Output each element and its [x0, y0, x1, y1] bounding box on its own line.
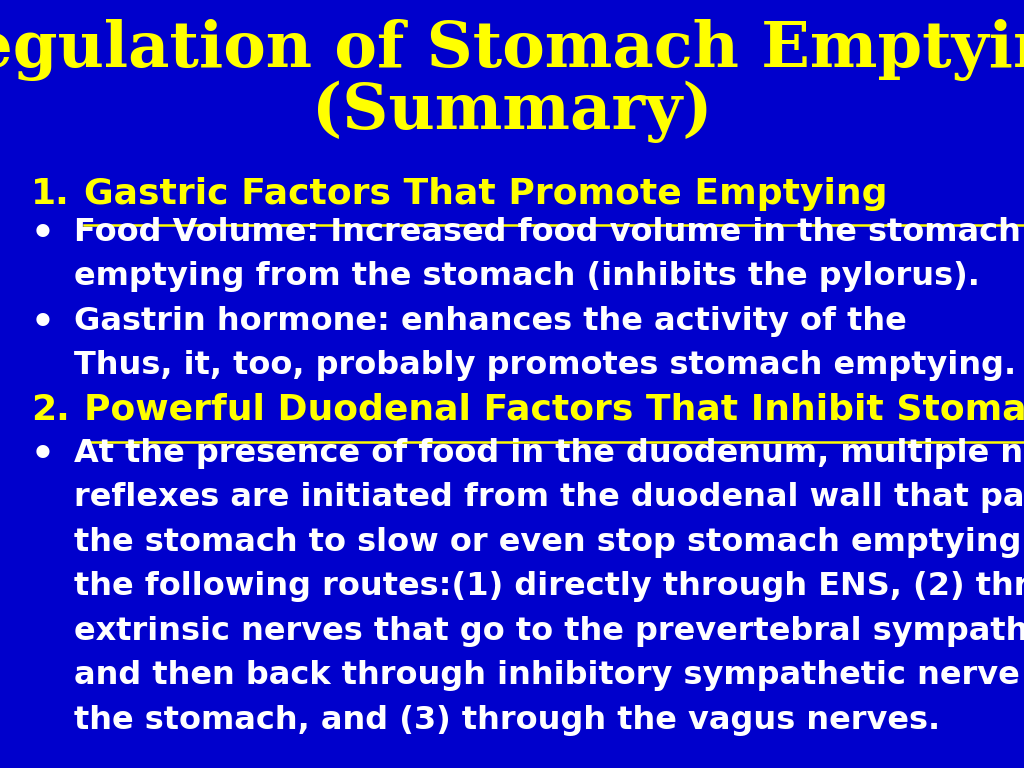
Text: extrinsic nerves that go to the prevertebral sympathetic ganglia: extrinsic nerves that go to the preverte… — [74, 616, 1024, 647]
Text: 1.: 1. — [31, 177, 70, 210]
Text: •: • — [31, 217, 54, 253]
Text: (Summary): (Summary) — [311, 81, 713, 143]
Text: •: • — [31, 306, 54, 342]
Text: and then back through inhibitory sympathetic nerve fibers to: and then back through inhibitory sympath… — [74, 660, 1024, 691]
Text: Regulation of Stomach Emptying: Regulation of Stomach Emptying — [0, 19, 1024, 81]
Text: 2.: 2. — [31, 393, 70, 427]
Text: Powerful Duodenal Factors That Inhibit Stomach Emptying: Powerful Duodenal Factors That Inhibit S… — [84, 393, 1024, 427]
Text: Thus, it, too, probably promotes stomach emptying.: Thus, it, too, probably promotes stomach… — [74, 350, 1016, 381]
Text: emptying from the stomach (inhibits the pylorus).: emptying from the stomach (inhibits the … — [74, 261, 980, 292]
Text: At the presence of food in the duodenum, multiple nervous: At the presence of food in the duodenum,… — [74, 438, 1024, 468]
Text: the stomach, and (3) through the vagus nerves.: the stomach, and (3) through the vagus n… — [74, 705, 940, 736]
Text: reflexes are initiated from the duodenal wall that pass back to: reflexes are initiated from the duodenal… — [74, 482, 1024, 513]
Text: Food Volume: Increased food volume in the stomach promotes: Food Volume: Increased food volume in th… — [74, 217, 1024, 247]
Text: the stomach to slow or even stop stomach emptying via one of: the stomach to slow or even stop stomach… — [74, 527, 1024, 558]
Text: Gastrin hormone: enhances the activity of the: Gastrin hormone: enhances the activity o… — [74, 306, 918, 336]
Text: the following routes:(1) directly through ENS, (2) through: the following routes:(1) directly throug… — [74, 571, 1024, 602]
Text: •: • — [31, 438, 54, 474]
Text: Gastric Factors That Promote Emptying: Gastric Factors That Promote Emptying — [84, 177, 888, 210]
